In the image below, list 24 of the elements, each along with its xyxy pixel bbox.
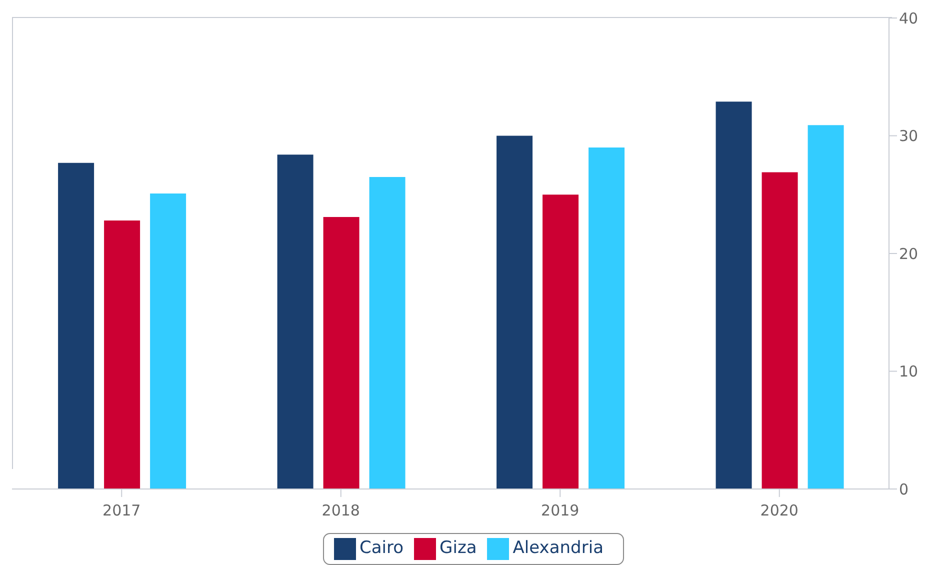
- bar: [323, 217, 360, 489]
- bar: [150, 193, 186, 489]
- y-tick-label: 0: [899, 480, 909, 498]
- bar: [762, 172, 798, 489]
- legend-label: Alexandria: [512, 538, 604, 558]
- x-tick-label: 2017: [102, 502, 141, 520]
- bar: [542, 194, 579, 489]
- bar: [58, 162, 94, 489]
- x-tick-label: 2019: [541, 502, 580, 520]
- x-tick-label: 2018: [322, 502, 360, 520]
- legend-label: Cairo: [360, 538, 404, 558]
- bar: [104, 220, 140, 489]
- bar: [496, 136, 533, 489]
- y-tick-label: 10: [899, 362, 918, 381]
- bar: [277, 154, 314, 489]
- legend-label: Giza: [440, 538, 477, 558]
- y-tick-label: 20: [899, 244, 918, 263]
- bar: [808, 125, 844, 489]
- y-tick-label: 40: [899, 9, 918, 28]
- bar: [716, 102, 752, 489]
- bar: [588, 148, 625, 489]
- bar: [369, 176, 406, 489]
- x-tick-label: 2020: [760, 502, 798, 520]
- y-tick-label: 30: [899, 127, 918, 146]
